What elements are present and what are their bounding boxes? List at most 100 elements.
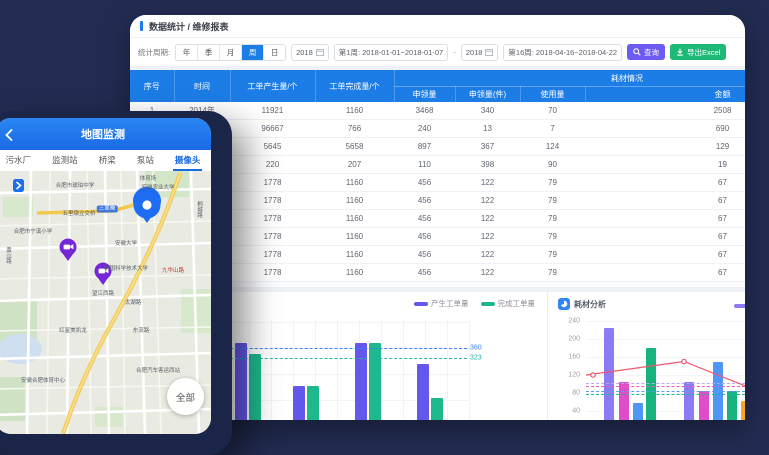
legend-swatch (480, 301, 495, 306)
end-year-select[interactable]: 2018 (460, 43, 499, 61)
bar-group2 (684, 381, 694, 420)
table-row: 6第2周177811604561227967 (130, 191, 745, 210)
bar-完成工单量 (431, 398, 443, 420)
col-header-created: 工单产生量/个 (230, 70, 316, 102)
map-label: 合肥市琥珀中学 (55, 183, 95, 189)
period-option-1[interactable]: 季 (198, 44, 221, 60)
phone-tab-1[interactable]: 监测站 (52, 154, 78, 165)
bar-group2 (741, 401, 745, 420)
gridline (469, 320, 470, 420)
legend-item[interactable]: 产生工单量 (414, 298, 469, 309)
search-icon (633, 48, 641, 56)
bar-产生工单量 (235, 343, 247, 420)
phone-tab-2[interactable]: 桥梁 (98, 154, 116, 165)
col-subheader-2: 使用量 (520, 86, 586, 102)
chart-legend-swatch[interactable] (734, 304, 745, 308)
gridline (586, 339, 745, 340)
phone-tab-3[interactable]: 泵站 (136, 154, 154, 165)
bar-完成工单量 (369, 343, 381, 420)
reference-line (586, 393, 745, 395)
map-park (3, 197, 33, 217)
phone-screen: 地图监测 污水厂 监测站 桥梁 泵站 摄像头 (0, 118, 211, 434)
period-segmented-control: 年季月周日 (175, 43, 287, 61)
export-excel-button[interactable]: 导出Excel (670, 44, 727, 60)
gridline (586, 321, 745, 322)
period-option-2[interactable]: 月 (220, 44, 243, 60)
bar-group1 (619, 381, 629, 420)
phone-tab-4[interactable]: 摄像头 (172, 150, 203, 171)
map-label: 桐城路 (196, 201, 202, 218)
start-year-select[interactable]: 2018 (291, 43, 329, 61)
bar-完成工单量 (307, 386, 319, 420)
period-option-4[interactable]: 日 (264, 44, 286, 60)
all-button[interactable]: 全部 (167, 378, 204, 415)
gridline (381, 320, 382, 420)
map-label: 体育场 (139, 176, 157, 182)
chart-title: 耗材分析 (574, 299, 606, 309)
gridline (205, 400, 468, 401)
gridline (447, 320, 448, 420)
gridline (586, 393, 745, 394)
map-label: 望江西路 (91, 291, 115, 297)
reference-line (586, 390, 745, 392)
back-icon[interactable] (5, 128, 13, 146)
bar-完成工单量 (249, 354, 261, 420)
map-roads (0, 171, 211, 434)
y-axis-tick: 240 (568, 317, 580, 325)
col-subheader-0: 申领量 (394, 86, 456, 102)
period-label: 统计周期: (138, 47, 171, 57)
chart-legend: 产生工单量 完成工单量 (414, 298, 535, 309)
map-label: 黄山路 (5, 247, 11, 264)
map-label: 九华山路 (161, 268, 185, 274)
table-row: 12014年1192111603468340702508 (130, 102, 745, 120)
gridline (586, 357, 745, 358)
gridline (293, 320, 294, 420)
trend-line (585, 358, 745, 387)
filter-bar: 统计周期: 年季月周日 2018 第1周: 2018-01-01~2018-01… (130, 38, 745, 66)
map-label: 三里庵 (96, 205, 118, 213)
end-week-input[interactable]: 第16周: 2018-04-16~2018-04-22 (503, 43, 623, 61)
calendar-icon (485, 49, 494, 56)
period-option-0[interactable]: 年 (176, 44, 199, 60)
bar-group2 (699, 390, 709, 420)
period-option-3[interactable]: 周 (242, 44, 265, 60)
bar-产生工单量 (355, 343, 367, 420)
map-label: 五里墩立交桥 (62, 211, 96, 217)
map-label: 合肥市宁溪小学 (13, 229, 53, 235)
phone-tab-0[interactable]: 污水厂 (5, 154, 32, 165)
reference-label: 323 (470, 354, 482, 362)
charts-section: 产生工单量 完成工单量 360 323 耗材分析 240 200 160 120 80 40 (130, 292, 745, 420)
expand-chevron-icon[interactable] (13, 179, 24, 192)
gridline (586, 375, 745, 376)
col-header-completed: 工单完成量/个 (315, 70, 395, 102)
gridline (337, 320, 338, 420)
y-axis-tick: 120 (568, 371, 580, 379)
start-week-input[interactable]: 第1周: 2018-01-01~2018-01-07 (333, 43, 449, 61)
y-axis-tick: 160 (568, 353, 580, 361)
map-label: 中国科学技术大学 (103, 266, 149, 272)
reference-line (205, 358, 467, 359)
bar-group2 (727, 390, 737, 420)
phone-title: 地图监测 (81, 129, 125, 141)
location-pin-icon[interactable] (133, 186, 162, 223)
map-label: 太湖路 (124, 300, 142, 306)
gridline (271, 320, 272, 420)
y-axis-tick: 80 (572, 389, 580, 397)
phone-header: 地图监测 (0, 118, 211, 150)
calendar-icon (315, 49, 324, 56)
col-header-time: 时间 (174, 70, 231, 102)
gridline (586, 411, 745, 412)
search-button[interactable]: 查询 (627, 44, 666, 60)
camera-marker-icon[interactable] (94, 262, 112, 285)
map-lake (0, 334, 42, 364)
breadcrumb: 数据统计 / 维修报表 (149, 21, 229, 32)
map-label: 安徽合肥体育中心 (20, 378, 66, 384)
breadcrumb-bar: 数据统计 / 维修报表 (130, 15, 745, 38)
chart-title-row: 耗材分析 (558, 298, 606, 310)
pie-chart-icon (558, 298, 570, 310)
download-icon (677, 48, 683, 56)
camera-marker-icon[interactable] (59, 238, 77, 261)
reference-line (586, 383, 745, 385)
col-subheader-3: 金额 (585, 86, 745, 102)
legend-item[interactable]: 完成工单量 (480, 298, 535, 309)
